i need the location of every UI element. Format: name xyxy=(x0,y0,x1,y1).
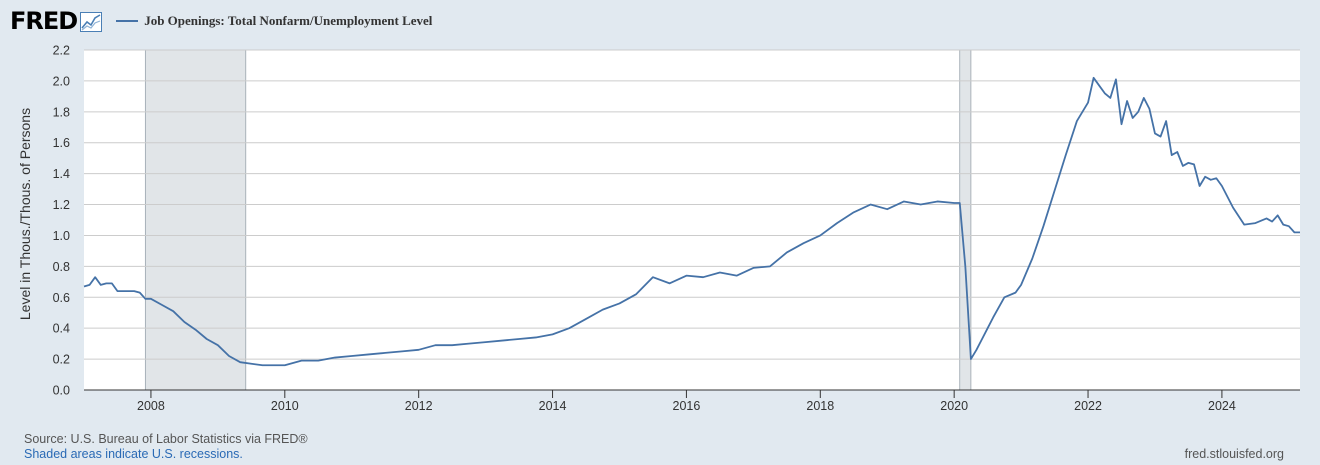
x-axis: 2008 2010 2012 2014 2016 2018 2020 2022 2024 xyxy=(137,390,1236,413)
y-tick-label: 0.2 xyxy=(53,353,70,367)
y-tick-label: 1.6 xyxy=(53,136,70,150)
y-tick-label: 2.2 xyxy=(53,44,70,58)
y-tick-label: 1.4 xyxy=(53,167,70,181)
y-tick-label: 1.0 xyxy=(53,229,70,243)
header: FRED Job Openings: Total Nonfarm/Unemplo… xyxy=(10,8,432,34)
plot-area xyxy=(84,50,1300,390)
x-tick-label: 2024 xyxy=(1208,399,1236,413)
legend-swatch xyxy=(116,20,139,22)
recession-note[interactable]: Shaded areas indicate U.S. recessions. xyxy=(24,447,243,461)
y-tick-label: 1.2 xyxy=(53,198,70,212)
recession-band xyxy=(959,50,971,390)
y-tick-label: 0.6 xyxy=(53,291,70,305)
recession-bands xyxy=(144,50,972,390)
x-tick-label: 2016 xyxy=(673,399,701,413)
y-tick-label: 0.8 xyxy=(53,260,70,274)
legend-series-label: Job Openings: Total Nonfarm/Unemployment… xyxy=(144,13,433,28)
series-line xyxy=(83,76,1300,367)
x-tick-label: 2014 xyxy=(539,399,567,413)
y-tick-label: 1.8 xyxy=(53,105,70,119)
site-url[interactable]: fred.stlouisfed.org xyxy=(1184,447,1284,461)
y-tick-label: 2.0 xyxy=(53,74,70,88)
x-tick-label: 2010 xyxy=(271,399,299,413)
fred-graph-icon xyxy=(80,12,103,32)
gridlines xyxy=(84,49,1300,391)
line-chart: 0.0 0.2 0.4 0.6 0.8 1.0 1.2 1.4 1.6 1.8 2.0 2.2 200… xyxy=(53,44,1300,413)
y-axis-label: Level in Thous./Thous. of Persons xyxy=(17,107,33,321)
fred-logo[interactable]: FRED xyxy=(10,7,78,35)
y-tick-label: 0.0 xyxy=(53,384,70,398)
x-tick-label: 2020 xyxy=(940,399,968,413)
x-tick-label: 2022 xyxy=(1074,399,1102,413)
recession-band xyxy=(145,50,246,390)
source-note: Source: U.S. Bureau of Labor Statistics … xyxy=(24,432,308,446)
y-tick-label: 0.4 xyxy=(53,322,70,336)
x-tick-label: 2012 xyxy=(405,399,433,413)
x-tick-label: 2008 xyxy=(137,399,165,413)
footer-notes: Source: U.S. Bureau of Labor Statistics … xyxy=(24,432,308,462)
y-axis: 0.0 0.2 0.4 0.6 0.8 1.0 1.2 1.4 1.6 1.8 2.0 2.2 xyxy=(53,44,70,398)
chart-legend: Job Openings: Total Nonfarm/Unemployment… xyxy=(116,13,432,29)
x-tick-label: 2018 xyxy=(806,399,834,413)
